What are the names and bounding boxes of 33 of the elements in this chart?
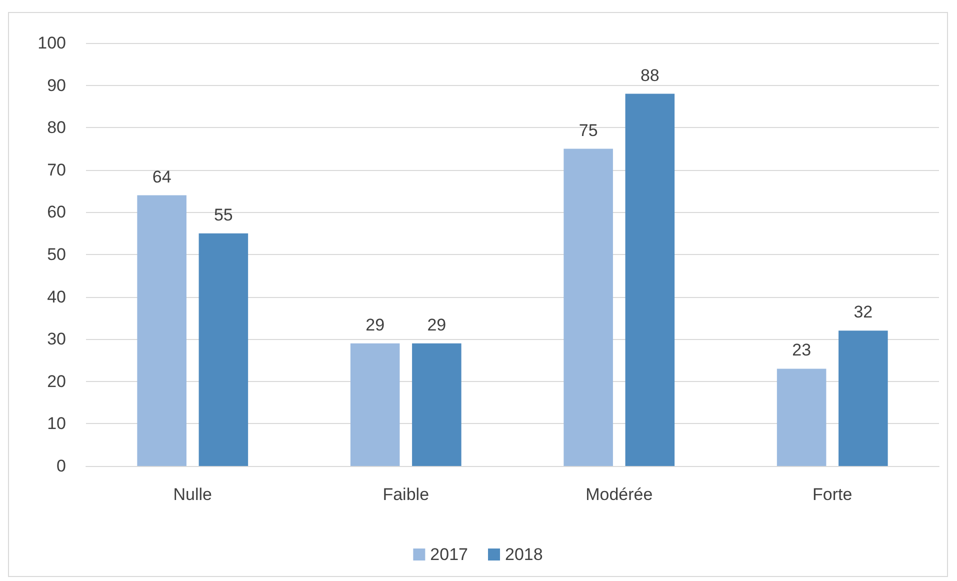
bar [625,94,675,466]
legend-label: 2017 [430,545,468,564]
x-tick-label: Forte [812,485,852,504]
bar [412,343,462,466]
data-label: 55 [214,205,233,224]
data-label: 29 [366,315,385,334]
data-label: 32 [854,302,873,322]
y-tick-label: 20 [47,372,66,391]
y-tick-label: 40 [47,287,66,306]
y-tick-label: 70 [47,160,66,180]
y-tick-label: 80 [47,118,66,138]
y-tick-label: 90 [47,76,66,95]
bar [137,195,186,466]
data-label: 75 [578,120,598,140]
data-label: 64 [152,167,172,186]
bar [350,343,400,466]
bar [776,368,826,466]
data-label: 88 [640,66,660,85]
bar [198,233,248,466]
y-tick-label: 0 [56,456,66,476]
y-tick-label: 50 [47,245,66,264]
bar [564,148,613,466]
y-tick-label: 60 [47,202,66,222]
x-tick-label: Nulle [173,485,212,504]
y-tick-label: 100 [38,34,66,52]
y-tick-label: 30 [47,330,66,349]
legend-label: 2018 [505,545,543,564]
x-tick-label: Faible [382,485,430,504]
data-label: 29 [427,315,446,334]
y-tick-label: 10 [47,414,66,434]
data-label: 23 [792,340,812,360]
bar [838,330,888,466]
x-tick-label: Modérée [586,485,653,504]
